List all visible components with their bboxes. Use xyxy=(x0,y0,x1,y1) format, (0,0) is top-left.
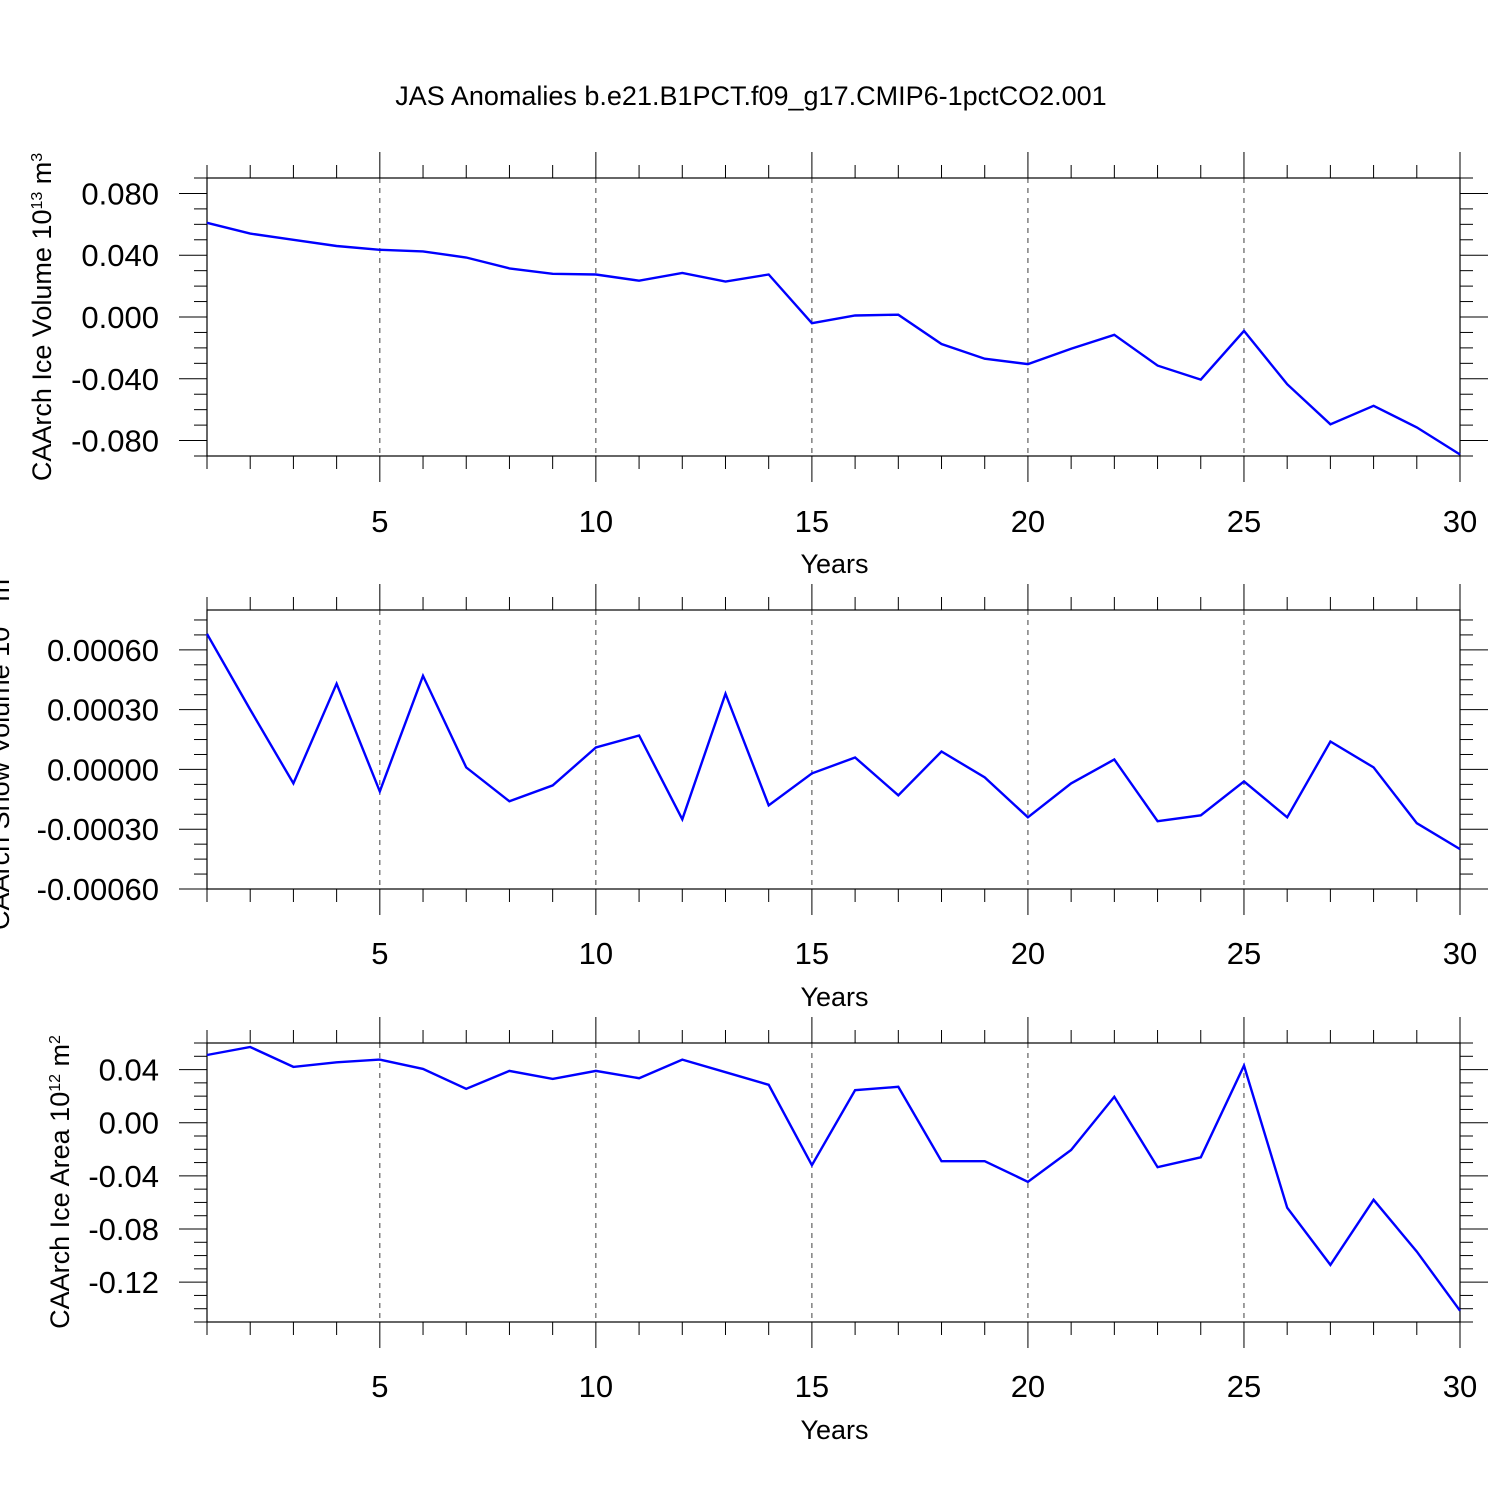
y-tick-label: -0.08 xyxy=(88,1212,159,1247)
x-tick-label: 10 xyxy=(579,936,613,971)
y-tick-label: -0.12 xyxy=(88,1265,159,1300)
y-tick-label: -0.00060 xyxy=(37,872,159,907)
chart-panel-1: 0.080 0.040 0.000 -0.040 -0.080 5 10 15 20 25 30 Ye… xyxy=(27,152,1488,579)
x-tick-label: 30 xyxy=(1443,1369,1477,1404)
x-tick-label: 5 xyxy=(371,504,388,539)
x-axis-label: Years xyxy=(800,549,868,579)
plot-frame xyxy=(206,1042,1461,1323)
y-axis-label-exponent: 3 xyxy=(0,570,4,579)
y-axis-label-exponent: 3 xyxy=(29,153,46,162)
y-axis-label-exponent: 13 xyxy=(0,609,4,627)
y-tick-label: 0.00030 xyxy=(47,693,159,728)
x-tick-label: 20 xyxy=(1011,504,1045,539)
x-tick-label: 25 xyxy=(1227,504,1261,539)
x-tick-label: 25 xyxy=(1227,936,1261,971)
x-tick-label: 5 xyxy=(371,1369,388,1404)
y-axis-label-text: CAArch Snow Volume 10 xyxy=(0,627,15,930)
x-tick-label: 30 xyxy=(1443,504,1477,539)
y-tick-label: 0.00 xyxy=(99,1106,159,1141)
y-axis-label-text: m xyxy=(0,579,15,609)
y-axis-label: CAArch Snow Volume 1013 m3 xyxy=(0,570,15,930)
chart-title: JAS Anomalies b.e21.B1PCT.f09_g17.CMIP6-… xyxy=(395,81,1106,111)
x-tick-label: 25 xyxy=(1227,1369,1261,1404)
y-tick-label: -0.04 xyxy=(88,1159,159,1194)
y-axis-label-exponent: 13 xyxy=(29,192,46,210)
x-tick-label: 20 xyxy=(1011,936,1045,971)
y-tick-label: 0.040 xyxy=(81,238,159,273)
y-tick-label: 0.04 xyxy=(99,1053,159,1088)
x-tick-label: 15 xyxy=(795,936,829,971)
y-axis-label-text: CAArch Ice Volume 10 xyxy=(27,210,57,482)
y-axis-label-text: CAArch Ice Area 10 xyxy=(45,1092,75,1329)
x-axis-label: Years xyxy=(800,1415,868,1445)
y-tick-label: 0.00060 xyxy=(47,633,159,668)
y-tick-label: -0.00030 xyxy=(37,812,159,847)
series-line xyxy=(206,1045,1461,1312)
x-tick-label: 5 xyxy=(371,936,388,971)
x-tick-label: 30 xyxy=(1443,936,1477,971)
y-axis-label-exponent: 12 xyxy=(47,1074,64,1092)
y-axis-label-exponent: 2 xyxy=(47,1035,64,1044)
x-tick-label: 20 xyxy=(1011,1369,1045,1404)
y-axis-label: CAArch Ice Volume 1013 m3 xyxy=(27,153,57,481)
x-axis-label: Years xyxy=(800,982,868,1012)
y-tick-label: -0.040 xyxy=(71,362,159,397)
y-axis-label-text: m xyxy=(27,162,57,192)
plot-frame xyxy=(206,609,1461,890)
y-tick-label: 0.080 xyxy=(81,176,159,211)
y-axis-label-text: m xyxy=(45,1044,75,1074)
series-line xyxy=(205,633,1461,851)
chart-panel-3: 0.04 0.00 -0.04 -0.08 -0.12 5 10 15 20 25 30 Years C… xyxy=(45,1017,1488,1445)
y-tick-label: 0.000 xyxy=(81,300,159,335)
plot-frame xyxy=(206,177,1461,457)
x-tick-label: 10 xyxy=(579,504,613,539)
series-line xyxy=(206,221,1461,456)
y-tick-label: -0.080 xyxy=(71,424,159,459)
x-tick-label: 10 xyxy=(579,1369,613,1404)
y-tick-label: 0.00000 xyxy=(47,752,159,787)
chart-panel-2: 0.00060 0.00030 0.00000 -0.00030 -0.00060 5 10… xyxy=(0,570,1488,1012)
x-tick-label: 15 xyxy=(795,504,829,539)
x-tick-label: 15 xyxy=(795,1369,829,1404)
y-axis-label: CAArch Ice Area 1012 m2 xyxy=(45,1035,75,1329)
